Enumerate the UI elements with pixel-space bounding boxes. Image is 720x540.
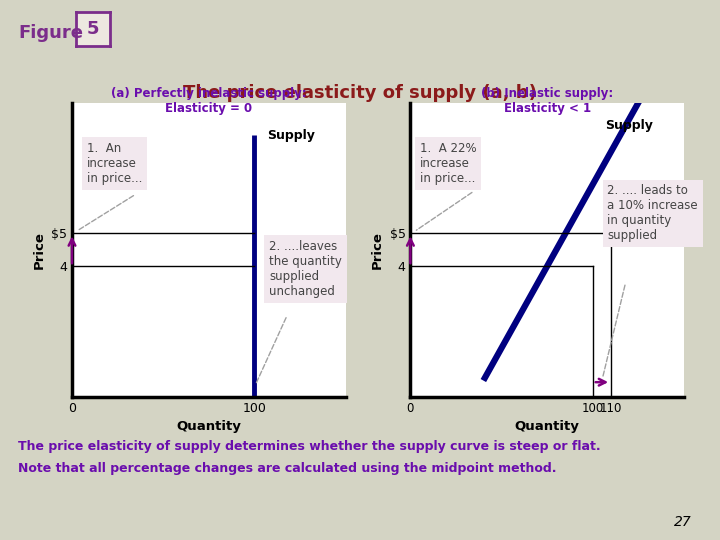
Text: 27: 27 [673,515,691,529]
Text: 2. ....leaves
the quantity
supplied
unchanged: 2. ....leaves the quantity supplied unch… [269,240,342,298]
Text: Figure: Figure [18,24,83,42]
Text: (a) Perfectly inelastic supply:
Elasticity = 0: (a) Perfectly inelastic supply: Elastici… [111,87,307,116]
Text: 1.  An
increase
in price...: 1. An increase in price... [86,142,142,185]
X-axis label: Quantity: Quantity [515,420,580,433]
Text: 5: 5 [86,20,99,38]
Y-axis label: Price: Price [371,231,384,269]
Text: 1.  A 22%
increase
in price...: 1. A 22% increase in price... [420,142,476,185]
X-axis label: Quantity: Quantity [176,420,241,433]
Text: (b) Inelastic supply:
Elasticity < 1: (b) Inelastic supply: Elasticity < 1 [481,87,613,116]
Text: The price elasticity of supply determines whether the supply curve is steep or f: The price elasticity of supply determine… [18,440,600,453]
Text: The price elasticity of supply (a, b): The price elasticity of supply (a, b) [183,84,537,102]
Text: Supply: Supply [606,119,654,132]
Y-axis label: Price: Price [32,231,45,269]
Text: 2. .... leads to
a 10% increase
in quantity
supplied: 2. .... leads to a 10% increase in quant… [608,184,698,242]
Text: Supply: Supply [267,129,315,142]
Text: Note that all percentage changes are calculated using the midpoint method.: Note that all percentage changes are cal… [18,462,557,475]
